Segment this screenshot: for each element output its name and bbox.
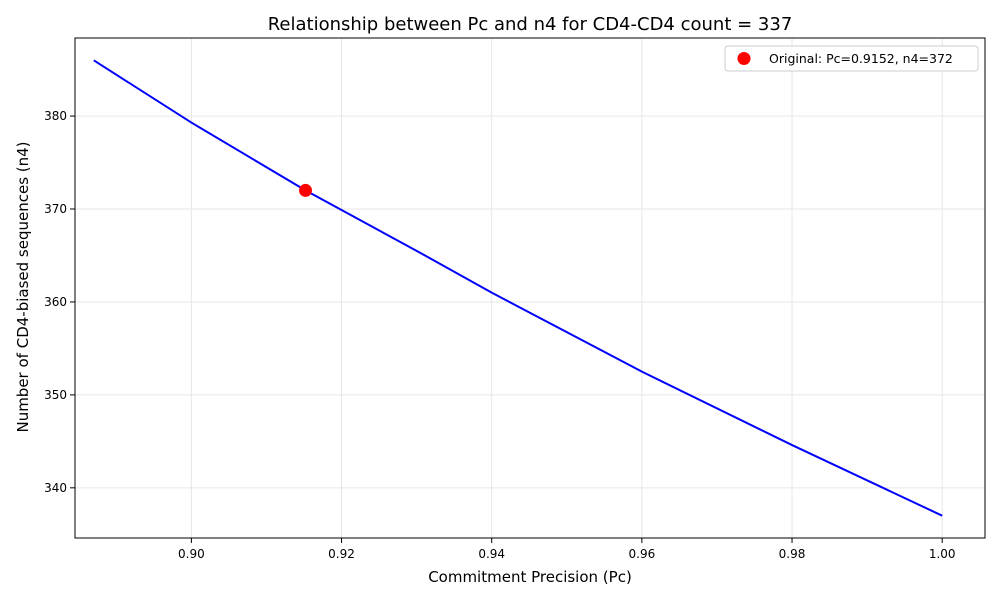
x-tick-label: 0.90 [178, 547, 205, 561]
x-axis-ticks: 0.90 0.92 0.94 0.96 0.98 1.00 [178, 538, 956, 561]
y-axis-ticks: 340 350 360 370 380 [44, 109, 75, 495]
x-tick-label: 0.96 [629, 547, 656, 561]
series-layer [93, 59, 943, 517]
x-axis-label: Commitment Precision (Pc) [428, 568, 632, 586]
y-tick-label: 380 [44, 109, 67, 123]
grid-layer [75, 38, 985, 538]
x-tick-label: 0.92 [328, 547, 355, 561]
x-tick-label: 0.98 [779, 547, 806, 561]
legend-box [724, 45, 979, 72]
plot-frame [74, 37, 986, 539]
y-axis-label: Number of CD4-biased sequences (n4) [14, 141, 32, 432]
legend-marker [737, 52, 751, 65]
series-line [93, 59, 943, 517]
y-tick-label: 350 [44, 388, 67, 402]
original-point [299, 183, 313, 197]
x-tick-label: 1.00 [929, 547, 956, 561]
y-tick-label: 370 [44, 202, 67, 216]
y-tick-label: 360 [44, 295, 67, 309]
legend: Original: Pc=0.9152, n4=372 [724, 45, 979, 72]
y-tick-label: 340 [44, 481, 67, 495]
x-tick-label: 0.94 [478, 547, 505, 561]
chart-title: Relationship between Pc and n4 for CD4-C… [268, 14, 793, 35]
legend-entry-label: Original: Pc=0.9152, n4=372 [769, 51, 953, 66]
